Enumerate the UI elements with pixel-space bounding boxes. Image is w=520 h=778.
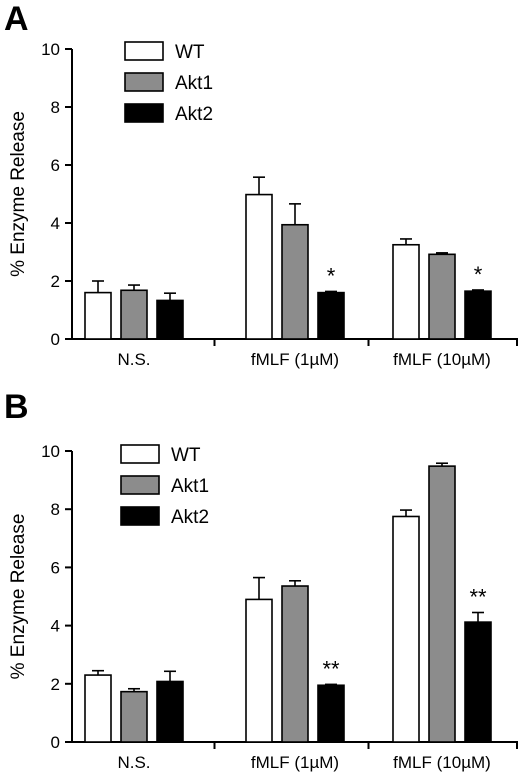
significance-annotation: ** (469, 585, 487, 610)
bar-akt2 (156, 299, 184, 340)
y-tick-label: 0 (51, 733, 60, 752)
legend-swatch-akt2 (124, 103, 164, 123)
bar-wt (392, 515, 420, 743)
x-tick-label: fMLF (10µM) (393, 753, 491, 772)
bar-akt2 (464, 621, 492, 743)
bar-akt1 (428, 465, 456, 743)
bar-wt (84, 291, 112, 340)
bar-wt (245, 193, 273, 340)
legend-swatch-wt (124, 41, 164, 61)
bar-akt2 (317, 291, 345, 340)
significance-annotation: ** (322, 656, 340, 681)
legend-label-akt1: Akt1 (175, 73, 213, 94)
x-tick-label: fMLF (10µM) (393, 350, 491, 369)
panel-letter: B (4, 388, 29, 426)
x-tick-label: N.S. (117, 350, 150, 369)
x-tick-label: N.S. (117, 753, 150, 772)
legend: WT Akt1 Akt2 (120, 444, 209, 528)
x-tick-label: fMLF (1µM) (251, 350, 339, 369)
y-tick-label: 10 (41, 40, 60, 59)
bar-akt2 (317, 684, 345, 743)
y-tick-label: 2 (51, 272, 60, 291)
y-tick-label: 6 (51, 156, 60, 175)
significance-annotation: * (327, 263, 336, 288)
bar-akt1 (120, 690, 148, 743)
panel-a: A 0 2 4 6 8 10 % Enzyme Release N.S. fMLF (1µM) fM… (4, 0, 518, 369)
y-tick-label: 2 (51, 675, 60, 694)
y-tick-label: 4 (51, 214, 60, 233)
bar-wt (245, 598, 273, 743)
x-tick-label: fMLF (1µM) (251, 753, 339, 772)
y-tick-label: 8 (51, 98, 60, 117)
y-tick-label: 6 (51, 558, 60, 577)
y-tick-label: 10 (41, 442, 60, 461)
bar-akt2 (464, 290, 492, 340)
y-axis-label: % Enzyme Release (8, 514, 29, 680)
y-tick-label: 0 (51, 330, 60, 349)
panel-b: B 0 2 4 6 8 10 % Enzyme Release N.S. fMLF (1µM) fM… (4, 388, 518, 772)
bar-akt1 (428, 253, 456, 340)
significance-annotation: * (474, 262, 483, 287)
bar-akt1 (120, 289, 148, 340)
y-tick-label: 8 (51, 500, 60, 519)
y-tick-label: 4 (51, 617, 60, 636)
bar-wt (392, 243, 420, 340)
legend-swatch-wt (120, 444, 160, 464)
panel-letter: A (4, 0, 29, 38)
legend-swatch-akt1 (120, 475, 160, 495)
bar-akt2 (156, 680, 184, 743)
bar-akt1 (281, 585, 309, 743)
legend-swatch-akt1 (124, 72, 164, 92)
legend-label-wt: WT (175, 42, 205, 63)
legend: WT Akt1 Akt2 (124, 41, 213, 125)
legend-swatch-akt2 (120, 506, 160, 526)
legend-label-akt2: Akt2 (175, 104, 213, 125)
legend-label-akt2: Akt2 (171, 507, 209, 528)
legend-label-wt: WT (171, 445, 201, 466)
y-axis-label: % Enzyme Release (8, 111, 29, 277)
bar-wt (84, 674, 112, 743)
bar-akt1 (281, 223, 309, 340)
legend-label-akt1: Akt1 (171, 476, 209, 497)
